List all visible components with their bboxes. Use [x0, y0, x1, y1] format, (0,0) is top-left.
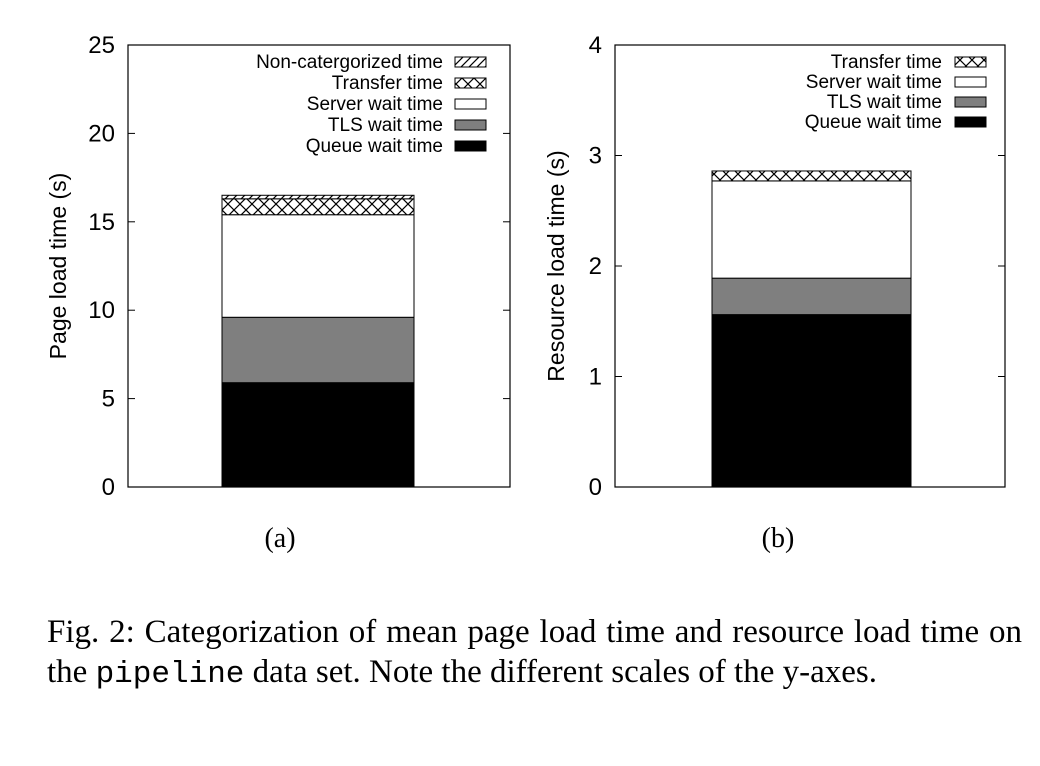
- bar-segment-tls-wait-time: [711, 277, 912, 316]
- legend-label: Server wait time: [307, 94, 443, 115]
- plot-frame: [614, 44, 1006, 488]
- legend-swatch-non-catergorized-time: [454, 56, 487, 68]
- bar-segment-non-catergorized-time: [221, 194, 415, 200]
- panel-label: (a): [264, 523, 295, 554]
- legend-swatch-tls-wait-time: [954, 96, 987, 108]
- panel-label: (b): [762, 523, 795, 554]
- y-tick-label: 2: [589, 253, 602, 280]
- legend-swatch-tls-wait-time: [454, 119, 487, 131]
- legend-label: Transfer time: [332, 73, 443, 94]
- legend-swatch-queue-wait-time: [954, 116, 987, 128]
- caption-dataset-name: pipeline: [95, 657, 245, 692]
- chart-panel-a: 0 5 10 15 20 25 Page load time (s) Non-catergor…: [45, 32, 511, 554]
- legend-swatch-server-wait-time: [954, 76, 987, 88]
- y-axis-label: Page load time (s): [45, 173, 71, 360]
- legend-label: Non-catergorized time: [256, 52, 443, 73]
- y-tick-label: 10: [88, 297, 115, 324]
- figure-caption: Fig. 2: Categorization of mean page load…: [47, 612, 1022, 695]
- y-tick-label: 0: [589, 474, 602, 501]
- caption-prefix: Fig. 2: Categorization of mean page load…: [47, 614, 1022, 690]
- bar-segment-server-wait-time: [221, 214, 415, 318]
- y-tick-label: 15: [88, 209, 115, 236]
- caption-suffix: data set. Note the different scales of t…: [252, 654, 877, 690]
- legend-swatch-transfer-time: [954, 56, 987, 68]
- bar-segment-tls-wait-time: [221, 316, 415, 384]
- bar-segment-transfer-time: [221, 198, 415, 216]
- y-axis-label: Resource load time (s): [543, 150, 569, 381]
- legend-label: Transfer time: [831, 52, 942, 73]
- legend-label: TLS wait time: [328, 115, 443, 136]
- legend-label: Queue wait time: [306, 136, 443, 157]
- plot-frame: [127, 44, 511, 488]
- legend-swatch-server-wait-time: [454, 98, 487, 110]
- chart-panel-b: 0 1 2 3 4 Resource load time (s) Transfer time…: [543, 32, 1006, 554]
- bar-segment-queue-wait-time: [221, 382, 415, 488]
- y-tick-label: 20: [88, 120, 115, 147]
- legend-label: Queue wait time: [805, 112, 942, 133]
- y-tick-label: 0: [102, 474, 115, 501]
- y-tick-label: 3: [589, 143, 602, 170]
- legend-label: Server wait time: [806, 72, 942, 93]
- legend-swatch-transfer-time: [454, 77, 487, 89]
- y-tick-label: 4: [589, 32, 602, 59]
- bar-segment-transfer-time: [711, 170, 912, 182]
- bar-segment-queue-wait-time: [711, 314, 912, 488]
- legend-swatch-queue-wait-time: [454, 140, 487, 152]
- y-tick-label: 1: [589, 364, 602, 391]
- legend-label: TLS wait time: [827, 92, 942, 113]
- bar-segment-server-wait-time: [711, 180, 912, 279]
- y-tick-label: 5: [102, 386, 115, 413]
- y-tick-label: 25: [88, 32, 115, 59]
